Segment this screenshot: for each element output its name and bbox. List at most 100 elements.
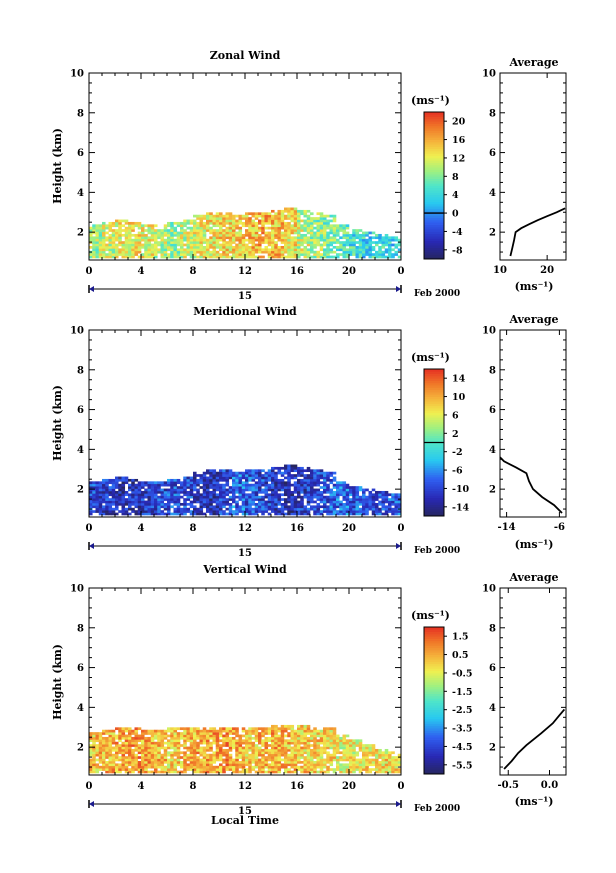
heatmap-cell [254,476,259,480]
heatmap-cell [219,493,223,497]
heatmap-cell [228,746,233,750]
heatmap-cell [238,243,243,247]
heatmap-meridional [89,464,402,516]
heatmap-cell [222,483,226,487]
heatmap-cell [293,753,298,757]
heatmap-cell [173,233,178,237]
heatmap-cell [147,507,152,511]
heatmap-cell [189,727,194,731]
heatmap-cell [371,245,376,249]
heatmap-cell [212,490,217,494]
heatmap-cell [310,217,314,220]
heatmap-cell [202,253,207,256]
heatmap-cell [384,765,389,769]
heatmap-cell [215,765,220,769]
heatmap-cell [150,236,155,240]
heatmap-cell [241,236,246,240]
heatmap-cell [293,217,298,220]
heatmap-cell [297,727,301,731]
heatmap-cell [144,739,148,743]
heatmap-cell [391,502,395,506]
heatmap-cell [141,245,145,249]
heatmap-cell [167,241,171,244]
heatmap-cell [170,746,174,750]
heatmap-cell [297,505,301,509]
heatmap-cell [352,490,356,494]
heatmap-cell [323,741,327,745]
heatmap-cell [349,748,353,752]
heatmap-cell [297,760,301,764]
colorbar-swatch [424,511,444,515]
heatmap-cell [271,483,275,487]
heatmap-cell [150,505,155,509]
heatmap-cell [134,241,139,244]
heatmap-cell [232,500,236,504]
heatmap-cell [212,500,217,504]
heatmap-cell [89,739,93,743]
heatmap-cell [131,224,135,228]
heatmap-cell [209,510,213,513]
heatmap-cell [388,502,392,506]
heatmap-cell [118,756,122,759]
heatmap-cell [111,478,116,482]
heatmap-cell [329,502,334,506]
heatmap-cell [141,732,145,735]
heatmap-cell [196,512,200,516]
heatmap-cell [157,250,161,254]
heatmap-cell [163,505,168,509]
heatmap-cell [345,253,350,256]
heatmap-cell [134,765,139,769]
heatmap-cell [206,241,210,244]
heatmap-cell [345,502,350,506]
heatmap-cell [144,770,148,774]
heatmap-cell [209,221,213,225]
heatmap-cell [310,248,314,252]
heatmap-cell [137,770,142,774]
colorbar-swatch [424,401,444,404]
heatmap-cell [271,744,275,747]
heatmap-cell [134,495,139,499]
heatmap-cell [173,744,178,747]
heatmap-cell [173,758,178,762]
heatmap-cell [141,756,145,759]
heatmap-cell [274,498,278,501]
heatmap-cell [375,756,379,759]
heatmap-cell [310,734,314,738]
heatmap-cell [365,498,369,501]
heatmap-cell [124,744,129,747]
heatmap-cell [89,732,93,735]
heatmap-cell [193,476,197,480]
heatmap-cell [248,502,252,506]
heatmap-cell [157,748,161,752]
heatmap-cell [365,238,369,242]
heatmap-cell [141,498,145,501]
heatmap-cell [293,212,298,216]
heatmap-cell [358,765,363,769]
heatmap-cell [271,469,275,473]
heatmap-cell [290,248,295,252]
colorbar-swatch [424,431,444,434]
heatmap-cell [300,481,304,485]
heatmap-cell [274,760,278,764]
heatmap-cell [102,500,106,504]
heatmap-cell [371,253,376,256]
heatmap-cell [306,221,311,225]
heatmap-cell [303,212,308,216]
heatmap-cell [98,739,103,743]
heatmap-cell [193,758,197,762]
heatmap-cell [326,760,330,764]
heatmap-cell [365,760,369,764]
heatmap-cell [339,483,343,487]
heatmap-cell [258,236,262,240]
heatmap-cell [293,765,298,769]
heatmap-cell [238,756,243,759]
heatmap-cell [176,741,181,745]
heatmap-cell [89,758,93,762]
colorbar-swatch [424,711,444,715]
heatmap-cell [329,490,334,494]
heatmap-cell [267,753,272,757]
heatmap-cell [215,502,220,506]
heatmap-cell [274,490,278,494]
heatmap-cell [170,486,174,489]
heatmap-cell [287,478,291,482]
